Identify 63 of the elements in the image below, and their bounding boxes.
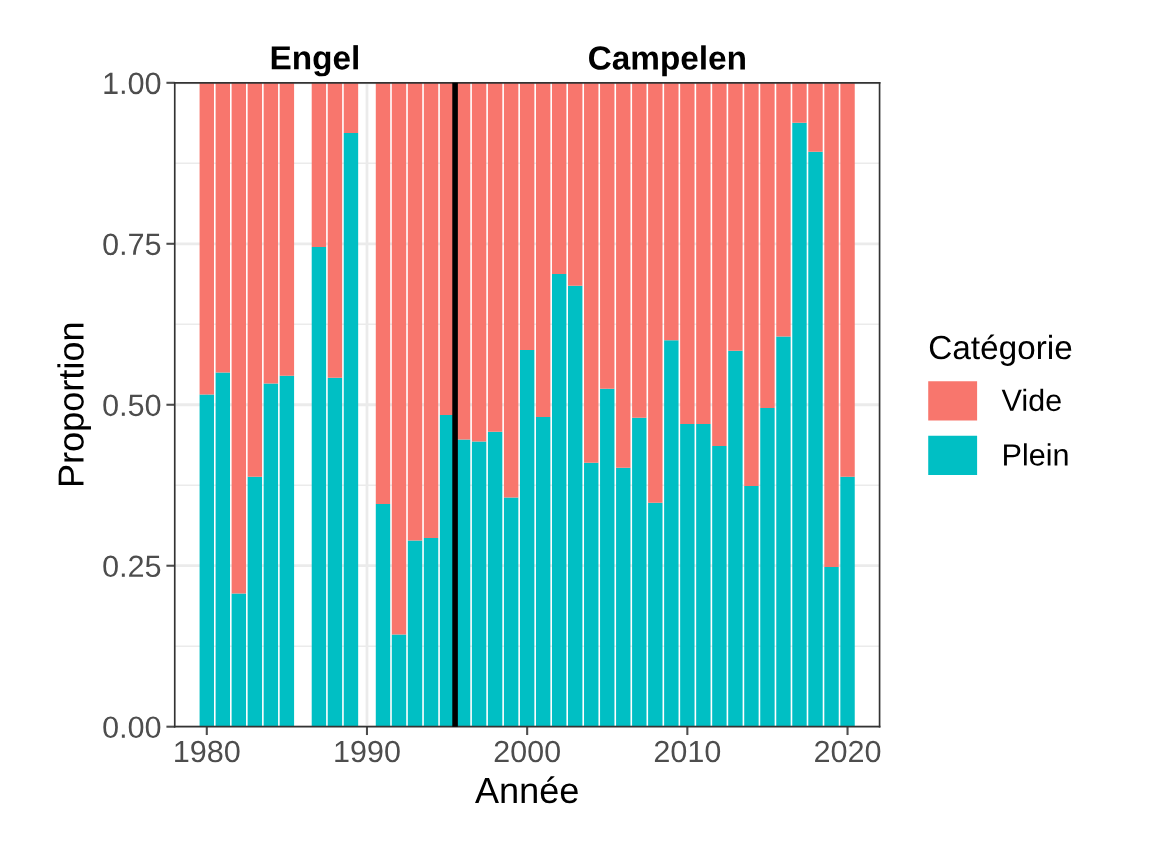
bar	[535, 82, 551, 417]
y-tick-label: 0.75	[103, 233, 161, 256]
bar	[471, 82, 487, 442]
bar	[231, 593, 247, 727]
bar	[551, 274, 567, 727]
bar	[375, 503, 391, 727]
legend-label: Plein	[1004, 443, 1068, 466]
bar	[519, 82, 535, 351]
bar	[263, 82, 279, 384]
bar	[343, 82, 359, 134]
text: Engel	[271, 45, 358, 77]
x-axis-title: Année	[475, 776, 578, 804]
text: Campelen	[589, 45, 745, 77]
bar	[503, 497, 519, 727]
x-tick-label: 2000	[494, 740, 560, 763]
y-tick-label: 0.25	[103, 555, 161, 578]
legend-title: Catégorie	[929, 334, 1072, 366]
y-tick-label: 0.00	[103, 716, 161, 739]
bar	[199, 394, 214, 727]
bar	[247, 476, 263, 727]
bar	[568, 285, 583, 727]
bar	[391, 82, 407, 635]
y-axis-title: Proportion	[57, 323, 91, 486]
y-tick-label: 1.00	[104, 72, 161, 95]
bar	[487, 431, 503, 727]
bar	[343, 133, 359, 727]
bar	[407, 540, 423, 727]
x-tick-label: 2020	[815, 740, 881, 763]
bar	[519, 350, 535, 727]
x-tick-label: 1980	[175, 740, 240, 763]
bar	[600, 388, 615, 727]
bar	[600, 82, 615, 389]
bar	[263, 383, 279, 727]
bar	[215, 82, 231, 373]
bar	[584, 82, 599, 463]
bar	[311, 247, 327, 727]
bar	[279, 82, 295, 376]
bar	[551, 82, 567, 275]
bar	[215, 372, 231, 727]
bar	[568, 82, 583, 286]
bar	[375, 82, 391, 504]
bar	[199, 82, 214, 395]
bar	[423, 538, 439, 727]
bar	[487, 82, 503, 432]
bar	[616, 82, 631, 468]
bar	[503, 82, 519, 498]
bar	[423, 82, 439, 539]
bar	[616, 467, 631, 727]
bar	[231, 82, 247, 594]
bar	[407, 82, 423, 541]
bar	[471, 441, 487, 727]
bar	[535, 416, 551, 727]
bar	[391, 634, 407, 727]
y-tick-label: 0.50	[103, 394, 161, 417]
bar	[327, 82, 343, 378]
bar	[311, 82, 327, 247]
legend-label: Vide	[1001, 388, 1061, 412]
bar	[279, 375, 295, 727]
bar	[247, 82, 263, 477]
bar	[584, 462, 599, 727]
x-tick-label: 2010	[654, 740, 721, 763]
bar	[327, 377, 343, 727]
x-tick-label: 1990	[335, 740, 400, 763]
